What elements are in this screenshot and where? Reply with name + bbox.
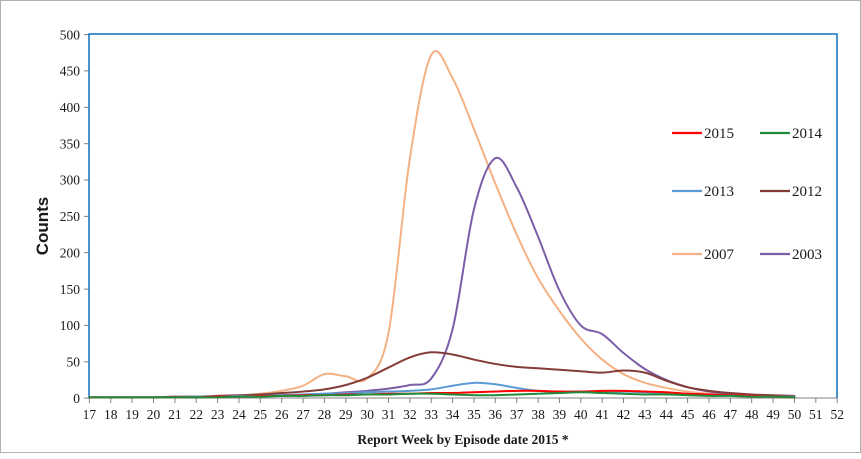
svg-text:27: 27: [296, 407, 310, 422]
svg-text:51: 51: [809, 407, 823, 422]
svg-text:48: 48: [745, 407, 759, 422]
svg-text:0: 0: [73, 391, 80, 406]
svg-text:2012: 2012: [792, 184, 822, 200]
svg-text:23: 23: [211, 407, 225, 422]
svg-text:42: 42: [617, 407, 631, 422]
svg-text:45: 45: [681, 407, 695, 422]
svg-text:36: 36: [489, 407, 503, 422]
svg-text:47: 47: [724, 407, 738, 422]
svg-text:25: 25: [254, 407, 268, 422]
svg-text:2007: 2007: [704, 247, 735, 263]
svg-text:28: 28: [318, 407, 332, 422]
svg-text:43: 43: [638, 407, 652, 422]
svg-text:52: 52: [830, 407, 844, 422]
svg-text:41: 41: [595, 407, 609, 422]
svg-text:35: 35: [467, 407, 481, 422]
svg-text:17: 17: [83, 407, 97, 422]
svg-text:2015: 2015: [704, 126, 734, 142]
svg-text:44: 44: [660, 407, 674, 422]
svg-text:50: 50: [67, 355, 81, 370]
svg-text:40: 40: [574, 407, 588, 422]
svg-text:49: 49: [766, 407, 780, 422]
svg-text:2013: 2013: [704, 184, 734, 200]
svg-text:300: 300: [60, 173, 81, 188]
svg-text:34: 34: [446, 407, 460, 422]
svg-text:400: 400: [60, 100, 81, 115]
svg-text:2014: 2014: [792, 126, 823, 142]
svg-text:26: 26: [275, 407, 289, 422]
svg-text:2003: 2003: [792, 247, 822, 263]
svg-text:37: 37: [510, 407, 524, 422]
svg-text:31: 31: [382, 407, 396, 422]
svg-text:150: 150: [60, 282, 81, 297]
svg-text:350: 350: [60, 136, 81, 151]
svg-text:38: 38: [531, 407, 545, 422]
svg-text:32: 32: [403, 407, 417, 422]
svg-text:29: 29: [339, 407, 353, 422]
svg-text:450: 450: [60, 64, 81, 79]
svg-text:19: 19: [125, 407, 139, 422]
svg-text:200: 200: [60, 245, 81, 260]
svg-text:50: 50: [788, 407, 802, 422]
svg-text:21: 21: [168, 407, 182, 422]
svg-text:39: 39: [553, 407, 567, 422]
svg-text:100: 100: [60, 318, 81, 333]
svg-text:18: 18: [104, 407, 118, 422]
svg-text:30: 30: [360, 407, 374, 422]
svg-text:33: 33: [425, 407, 439, 422]
svg-text:250: 250: [60, 209, 81, 224]
svg-text:46: 46: [702, 407, 716, 422]
svg-text:Counts: Counts: [33, 197, 52, 256]
svg-text:20: 20: [147, 407, 161, 422]
svg-text:24: 24: [232, 407, 246, 422]
svg-text:500: 500: [60, 27, 81, 42]
svg-text:22: 22: [189, 407, 203, 422]
svg-text:Report Week by Episode date 20: Report Week by Episode date 2015 *: [357, 432, 569, 447]
